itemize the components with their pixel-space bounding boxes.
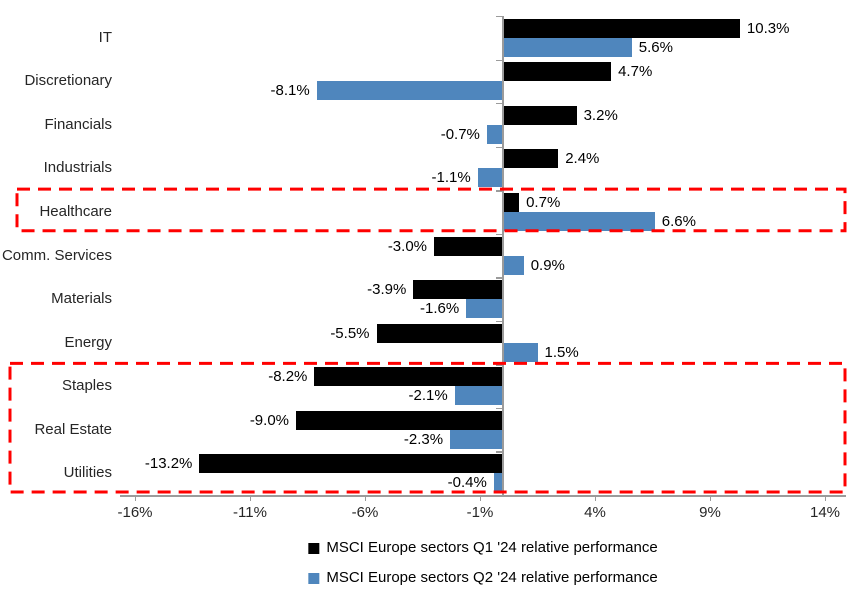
x-axis-tick — [595, 495, 597, 501]
value-label-q2-9: -2.3% — [403, 430, 444, 448]
bar-q2-5 — [503, 255, 524, 275]
legend-item-q1: MSCI Europe sectors Q1 '24 relative perf… — [308, 536, 658, 560]
x-tick-label-6: 14% — [809, 504, 841, 521]
x-axis-tick — [135, 495, 137, 501]
category-label-energy: Energy — [64, 333, 112, 351]
x-tick-label-4: 4% — [584, 504, 606, 521]
y-axis-tick — [496, 364, 503, 366]
legend-item-q2: MSCI Europe sectors Q2 '24 relative perf… — [308, 566, 658, 590]
bar-q1-6 — [413, 280, 503, 300]
value-label-q2-10: -0.4% — [447, 474, 487, 492]
y-axis-tick — [496, 103, 503, 105]
y-axis-tick — [496, 451, 503, 453]
category-label-real-estate: Real Estate — [34, 420, 112, 438]
bar-q1-9 — [296, 410, 503, 430]
bar-q1-4 — [503, 192, 520, 212]
value-label-q2-3: -1.1% — [431, 169, 471, 187]
y-axis-tick — [496, 233, 503, 236]
x-tick-label-5: 9% — [699, 504, 721, 521]
x-axis-tick — [365, 495, 367, 501]
value-label-q2-4: 6.6% — [661, 212, 696, 230]
value-label-q1-9: -9.0% — [249, 411, 289, 429]
value-label-q1-6: -3.9% — [367, 281, 407, 299]
category-label-materials: Materials — [51, 290, 112, 308]
category-label-staples: Staples — [61, 377, 112, 395]
bar-q2-9 — [450, 429, 503, 449]
x-tick-label-2: -6% — [351, 504, 379, 521]
value-label-q2-0: 5.6% — [638, 38, 673, 56]
x-axis-tick — [825, 495, 827, 501]
value-label-q1-3: 2.4% — [565, 150, 600, 168]
bar-q1-5 — [434, 236, 503, 256]
bar-q2-0 — [503, 37, 632, 57]
y-axis-tick — [496, 59, 503, 61]
x-tick-label-3: -1% — [466, 504, 494, 521]
y-axis-tick — [496, 146, 503, 149]
bar-q2-6 — [466, 299, 503, 319]
legend-marker-q1-icon — [308, 542, 320, 554]
category-label-comm-services: Comm. Services — [1, 246, 112, 264]
value-label-q1-10: -13.2% — [144, 455, 193, 473]
bar-q1-0 — [503, 18, 740, 38]
x-tick-label-1: -11% — [233, 504, 267, 521]
x-axis-tick — [480, 495, 482, 501]
highlight-box-0 — [15, 187, 847, 233]
bar-q2-2 — [486, 124, 503, 144]
value-label-q2-8: -2.1% — [408, 387, 448, 405]
y-axis-tick — [496, 16, 503, 18]
value-label-q1-2: 3.2% — [583, 106, 618, 124]
value-label-q2-5: 0.9% — [530, 256, 565, 274]
legend-label-q1: MSCI Europe sectors Q1 '24 relative perf… — [326, 539, 658, 556]
bar-q1-3 — [503, 149, 559, 169]
bar-q1-10 — [199, 454, 503, 474]
bar-q1-1 — [503, 62, 612, 82]
bar-q2-7 — [503, 342, 538, 362]
legend-marker-q2-icon — [308, 572, 320, 584]
y-axis-tick — [496, 407, 503, 410]
value-label-q1-0: 10.3% — [746, 19, 790, 37]
bar-q2-3 — [477, 168, 503, 188]
bar-q1-2 — [503, 105, 577, 125]
value-label-q1-7: -5.5% — [330, 324, 370, 342]
bar-q1-7 — [376, 323, 503, 343]
y-axis-line — [502, 16, 504, 495]
value-label-q1-4: 0.7% — [526, 193, 561, 211]
category-label-healthcare: Healthcare — [39, 202, 112, 220]
category-label-discretionary: Discretionary — [24, 72, 112, 90]
y-axis-tick — [496, 277, 503, 279]
value-label-q1-1: 4.7% — [618, 63, 653, 81]
legend: MSCI Europe sectors Q1 '24 relative perf… — [308, 536, 658, 596]
value-label-q1-8: -8.2% — [268, 368, 308, 386]
x-axis-line — [120, 495, 846, 497]
x-tick-label-0: -16% — [117, 504, 153, 521]
value-label-q2-1: -8.1% — [270, 82, 310, 100]
x-axis-tick — [710, 495, 712, 501]
category-label-utilities: Utilities — [63, 464, 112, 482]
value-label-q2-6: -1.6% — [420, 300, 460, 318]
value-label-q1-5: -3.0% — [387, 237, 427, 255]
value-label-q2-2: -0.7% — [440, 125, 480, 143]
bar-q2-8 — [454, 386, 503, 406]
x-axis-tick — [250, 495, 252, 501]
bar-q1-8 — [314, 367, 503, 387]
y-axis-tick — [496, 320, 503, 323]
value-label-q2-7: 1.5% — [544, 343, 579, 361]
y-axis-tick — [496, 190, 503, 192]
category-label-industrials: Industrials — [43, 159, 112, 177]
category-label-financials: Financials — [44, 115, 112, 133]
legend-label-q2: MSCI Europe sectors Q2 '24 relative perf… — [326, 569, 658, 586]
category-label-it: IT — [98, 28, 112, 46]
bar-q2-4 — [503, 211, 655, 231]
bar-q2-1 — [316, 81, 503, 101]
